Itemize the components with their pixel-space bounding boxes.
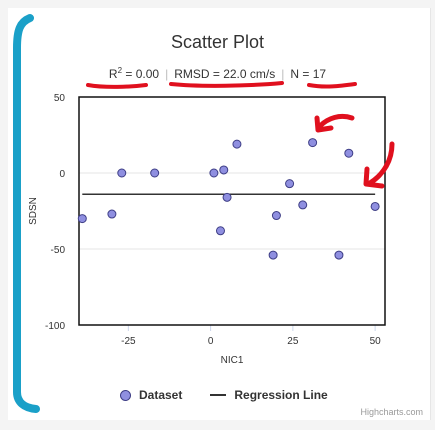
scatter-point xyxy=(222,192,232,202)
series-layer xyxy=(77,138,380,260)
scatter-point xyxy=(209,168,219,178)
r2-stat: R2 = 0.00 xyxy=(108,66,160,81)
scatter-point xyxy=(232,139,242,149)
scatter-point xyxy=(117,168,127,178)
scatter-point xyxy=(334,250,344,260)
axis-layer: 50 0 -50 -100 -25 0 25 50 NIC1 SDSN xyxy=(28,93,386,366)
scatter-point xyxy=(107,209,117,219)
grid-layer xyxy=(79,172,385,326)
scatter-point xyxy=(308,138,318,148)
subtitle-separator: | xyxy=(165,67,169,81)
scatter-point xyxy=(271,211,281,221)
legend: Dataset Regression Line xyxy=(120,388,328,402)
scatter-point xyxy=(268,250,278,260)
scatter-point xyxy=(298,200,308,210)
y-tick-label: 50 xyxy=(54,93,66,104)
x-tick-label: 25 xyxy=(287,336,299,347)
scatter-point xyxy=(370,201,380,211)
legend-dataset-marker xyxy=(120,389,131,401)
subtitle-separator: | xyxy=(281,67,285,81)
y-tick-label: -50 xyxy=(51,245,66,256)
chart-subtitle: R2 = 0.00 | RMSD = 22.0 cm/s | N = 17 xyxy=(0,66,435,81)
x-tick-label: 0 xyxy=(208,336,214,347)
scatter-point xyxy=(219,165,229,175)
rmsd-stat: RMSD = 22.0 cm/s xyxy=(174,67,276,81)
credits-link[interactable]: Highcharts.com xyxy=(360,407,423,417)
plot-border xyxy=(78,96,386,326)
x-axis-label: NIC1 xyxy=(221,355,244,366)
scatter-point xyxy=(215,226,225,236)
x-tick-label: 50 xyxy=(370,336,382,347)
legend-regression-marker xyxy=(210,394,227,396)
chart-title: Scatter Plot xyxy=(170,32,265,52)
legend-regression-label: Regression Line xyxy=(234,388,328,402)
legend-dataset-label: Dataset xyxy=(139,388,183,402)
y-tick-label: 0 xyxy=(59,169,65,180)
x-tick-label: -25 xyxy=(121,336,136,347)
scatter-point xyxy=(285,179,295,189)
n-stat: N = 17 xyxy=(290,67,327,81)
legend-item-regression[interactable]: Regression Line xyxy=(210,388,328,402)
scatter-point xyxy=(150,168,160,178)
scatter-point xyxy=(77,214,87,224)
y-axis-label: SDSN xyxy=(28,197,39,225)
y-tick-label: -100 xyxy=(45,321,65,332)
scatter-point xyxy=(344,148,354,158)
legend-item-dataset[interactable]: Dataset xyxy=(120,388,182,402)
